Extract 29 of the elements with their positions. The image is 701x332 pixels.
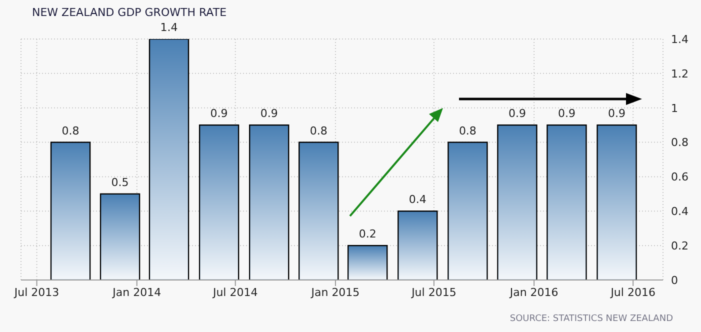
x-tick-label: Jan 2016: [508, 286, 558, 299]
data-label: 0.2: [358, 228, 376, 241]
y-tick-label: 0.2: [671, 239, 688, 252]
data-label: 0.8: [62, 124, 80, 138]
source-note: SOURCE: STATISTICS NEW ZEALAND: [510, 314, 673, 324]
x-tick-label: Jul 2015: [410, 286, 456, 299]
data-label: 0.9: [608, 107, 626, 120]
y-tick-label: 0: [671, 274, 678, 287]
data-label: 0.8: [310, 124, 328, 138]
y-tick-label: 1.2: [671, 67, 688, 80]
data-label: 0.9: [210, 107, 228, 120]
x-tick-label: Jan 2014: [112, 286, 162, 299]
y-tick-label: 1: [671, 102, 678, 115]
data-label: 0.8: [458, 124, 476, 138]
data-label: 1.4: [160, 21, 178, 34]
y-tick-label: 1.4: [671, 32, 688, 46]
y-tick-label: 0.6: [671, 170, 688, 184]
x-tick-label: Jul 2014: [212, 286, 258, 299]
data-label: 0.5: [111, 176, 129, 189]
data-label: 0.9: [508, 107, 526, 120]
x-tick-label: Jul 2013: [13, 286, 60, 299]
data-label: 0.9: [558, 107, 576, 120]
data-label: 0.4: [408, 193, 426, 206]
x-tick-label: Jul 2016: [610, 286, 656, 299]
x-tick-label: Jan 2015: [310, 286, 360, 299]
chart-title: NEW ZEALAND GDP GROWTH RATE: [32, 6, 227, 19]
y-tick-label: 0.8: [671, 136, 688, 150]
data-label: 0.9: [260, 107, 278, 120]
y-tick-label: 0.4: [671, 205, 688, 218]
